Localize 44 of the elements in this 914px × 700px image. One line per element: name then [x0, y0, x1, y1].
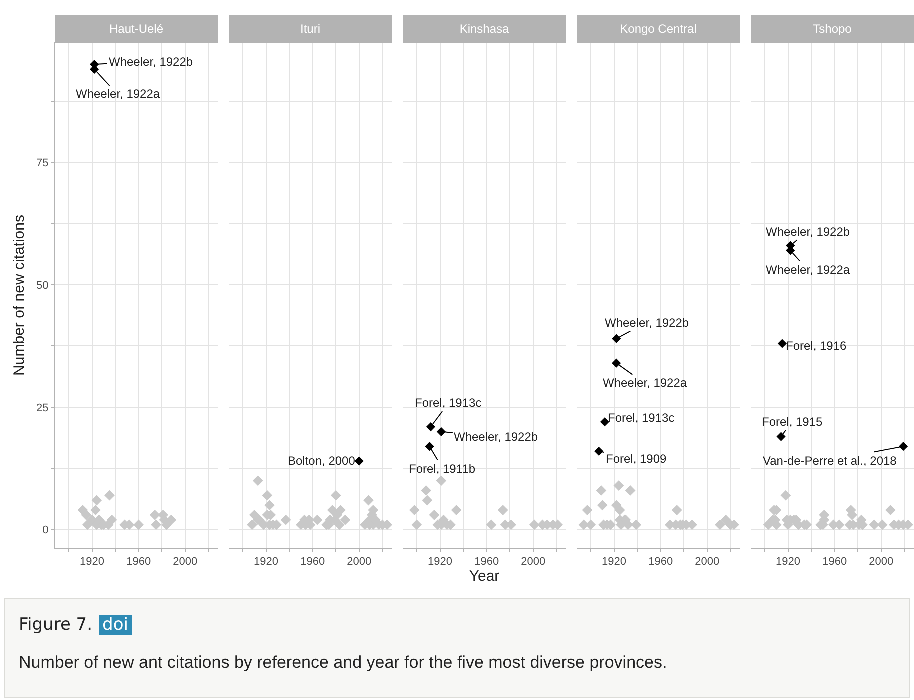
y-tick-label: 0: [42, 524, 49, 537]
annotation: Forel, 1911b: [409, 462, 476, 476]
x-tick-label: 2000: [695, 556, 720, 568]
annotation: Forel, 1913c: [608, 411, 675, 425]
x-tick-label: 1920: [428, 556, 452, 568]
x-tick-label: 2000: [869, 556, 894, 568]
caption: Figure 7.: [19, 615, 93, 635]
text: doi: [98, 615, 132, 635]
chart-title: Kinshasa: [460, 22, 510, 36]
x-tick-label: 1960: [474, 556, 500, 568]
x-tick-label: 1960: [126, 556, 152, 568]
annotation: Wheeler, 1922a: [766, 263, 850, 277]
x-tick-label: 2000: [173, 556, 198, 568]
y-tick-label: 50: [36, 280, 49, 292]
x-tick-label: 1920: [602, 556, 626, 568]
x-tick-label: 1920: [80, 556, 104, 568]
annotation: Forel, 1916: [786, 339, 848, 353]
x-tick-label: 1960: [648, 556, 674, 568]
x-tick-label: 1960: [822, 556, 848, 568]
annotation: Bolton, 2000: [288, 454, 356, 468]
chart-title: Kongo Central: [620, 22, 697, 36]
x-axis-title: Year: [469, 568, 500, 586]
chart-title: Tshopo: [813, 22, 852, 36]
y-tick-label: 75: [36, 157, 49, 170]
chart-title: Ituri: [300, 22, 321, 36]
annotation: Wheeler, 1922b: [766, 225, 850, 239]
annotation: Wheeler, 1922b: [109, 55, 194, 69]
y-axis-title: Number of new citations: [10, 215, 28, 376]
annotation: Wheeler, 1922a: [603, 376, 688, 390]
chart-title: Haut-Uelé: [109, 22, 164, 36]
text: Number of new ant citations by reference and year for the five most diverse provinces.: [19, 653, 668, 673]
annotation: Wheeler, 1922b: [605, 316, 690, 330]
x-tick-label: 2000: [347, 556, 372, 568]
annotation: Forel, 1913c: [415, 396, 482, 410]
annotation: Wheeler, 1922a: [76, 87, 160, 101]
x-tick-label: 1920: [776, 556, 800, 568]
x-tick-label: 2000: [521, 556, 546, 568]
x-tick-label: 1920: [254, 556, 278, 568]
annotation: Forel, 1915: [762, 415, 824, 429]
y-tick-label: 25: [36, 402, 49, 414]
annotation: Wheeler, 1922b: [454, 430, 538, 444]
x-tick-label: 1960: [300, 556, 326, 568]
annotation: Van-de-Perre et al., 2018: [763, 454, 898, 468]
annotation: Forel, 1909: [606, 452, 668, 466]
